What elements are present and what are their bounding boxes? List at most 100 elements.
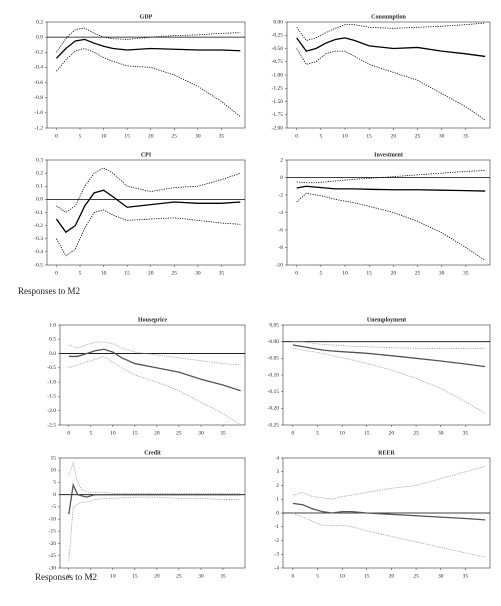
x-tick-label: 25	[413, 573, 419, 579]
y-tick-label: 15	[51, 455, 57, 461]
y-tick-label: -0.2	[34, 50, 43, 56]
y-tick-label: -10	[276, 262, 284, 268]
response-line	[55, 38, 241, 59]
x-tick-label: 15	[364, 573, 370, 579]
x-tick-label: 25	[176, 430, 182, 436]
y-tick-label: -4	[278, 210, 283, 216]
y-tick-label: -0.5	[34, 262, 43, 268]
response-line	[56, 48, 241, 117]
y-tick-label: 4	[276, 455, 279, 461]
response-line	[292, 344, 486, 368]
x-tick-label: 5	[319, 270, 322, 276]
x-tick-label: 0	[67, 573, 70, 579]
y-tick-label: -3	[274, 552, 279, 558]
y-tick-label: -1.5	[47, 394, 56, 400]
x-tick-label: 25	[413, 430, 419, 436]
x-tick-label: 10	[110, 430, 116, 436]
y-tick-label: -0.4	[34, 249, 43, 255]
x-tick-label: 15	[132, 573, 138, 579]
y-tick-label: -0.5	[47, 365, 56, 371]
plot-frame	[282, 324, 491, 426]
y-tick-label: -8	[278, 245, 283, 251]
y-tick-label: -1.0	[34, 110, 43, 116]
y-tick-label: -2.5	[47, 422, 56, 428]
y-tick-label: -0.2	[34, 223, 43, 229]
x-tick-label: 0	[55, 270, 58, 276]
x-tick-label: 35	[463, 133, 469, 139]
y-tick-label: -1.25	[272, 86, 284, 92]
y-tick-label: -0.1	[34, 210, 43, 216]
response-line	[56, 27, 241, 53]
plot-frame	[46, 21, 246, 129]
panel-title: CPI	[141, 152, 152, 158]
x-tick-label: 15	[124, 133, 130, 139]
x-tick-label: 15	[366, 270, 372, 276]
y-tick-label: 5	[53, 480, 56, 486]
x-tick-label: 20	[391, 270, 397, 276]
x-tick-label: 5	[89, 573, 92, 579]
plot-frame	[286, 21, 491, 129]
y-tick-label: -30	[49, 565, 57, 571]
y-tick-label: 0.3	[36, 157, 43, 163]
x-tick-label: 5	[79, 270, 82, 276]
x-tick-label: 10	[101, 270, 107, 276]
y-tick-label: 0.00	[273, 19, 283, 25]
y-tick-label: -5	[51, 504, 56, 510]
y-tick-label: -1.2	[34, 125, 43, 131]
y-tick-label: -1.75	[272, 112, 284, 118]
panel: GDP 0.2 0.0 -0.2 -0.4 -0.6 -0.8 -1.0 -1.2 0 5 10 15 2…	[34, 14, 246, 139]
x-tick-label: 10	[342, 133, 348, 139]
y-tick-label: -2.00	[272, 125, 284, 131]
response-line	[296, 170, 486, 184]
x-tick-label: 15	[124, 270, 130, 276]
y-tick-label: -0.3	[34, 236, 43, 242]
response-line	[292, 502, 486, 521]
y-tick-label: -1.00	[272, 72, 284, 78]
y-tick-label: 1	[276, 497, 279, 503]
x-tick-label: 10	[339, 573, 345, 579]
x-tick-label: 5	[79, 133, 82, 139]
x-tick-label: 30	[195, 270, 201, 276]
plot-frame	[286, 159, 491, 266]
response-line	[56, 167, 241, 213]
x-tick-label: 30	[438, 573, 444, 579]
panel-title: Credit	[144, 450, 161, 456]
x-tick-label: 5	[316, 430, 319, 436]
response-line	[68, 496, 241, 561]
response-line	[68, 341, 241, 366]
response-line	[292, 512, 486, 558]
y-tick-label: 0.05	[269, 322, 279, 328]
x-tick-label: 35	[220, 573, 226, 579]
panel-title: Consumption	[371, 14, 406, 20]
x-tick-label: 10	[110, 573, 116, 579]
x-tick-label: 20	[389, 573, 395, 579]
panel: Credit 15 10 5 0 -5 -10 -15 -20 -25 -30 0 5 10 15 20 25 3…	[49, 450, 246, 579]
y-tick-label: -15	[49, 529, 57, 535]
y-tick-label: -0.6	[34, 80, 43, 86]
response-line	[68, 348, 241, 392]
y-tick-label: 0	[280, 175, 283, 181]
x-tick-label: 15	[132, 430, 138, 436]
x-tick-label: 25	[172, 133, 178, 139]
response-line	[68, 482, 241, 515]
x-tick-label: 15	[366, 133, 372, 139]
x-tick-label: 30	[439, 133, 445, 139]
x-tick-label: 25	[415, 133, 421, 139]
response-line	[292, 347, 486, 414]
x-tick-label: 10	[339, 430, 345, 436]
caption: Responses to M2	[35, 572, 97, 582]
x-tick-label: 35	[220, 430, 226, 436]
panel-title: Houseprice	[138, 317, 167, 323]
response-line	[68, 461, 241, 494]
y-tick-label: -0.10	[268, 372, 280, 378]
y-tick-label: 0.0	[36, 197, 43, 203]
y-tick-label: 0.0	[49, 351, 56, 357]
x-tick-label: 20	[154, 573, 160, 579]
response-line	[296, 192, 486, 261]
panel-title: Unemployment	[367, 317, 406, 323]
x-tick-label: 20	[391, 133, 397, 139]
y-tick-label: 0.5	[49, 337, 56, 343]
